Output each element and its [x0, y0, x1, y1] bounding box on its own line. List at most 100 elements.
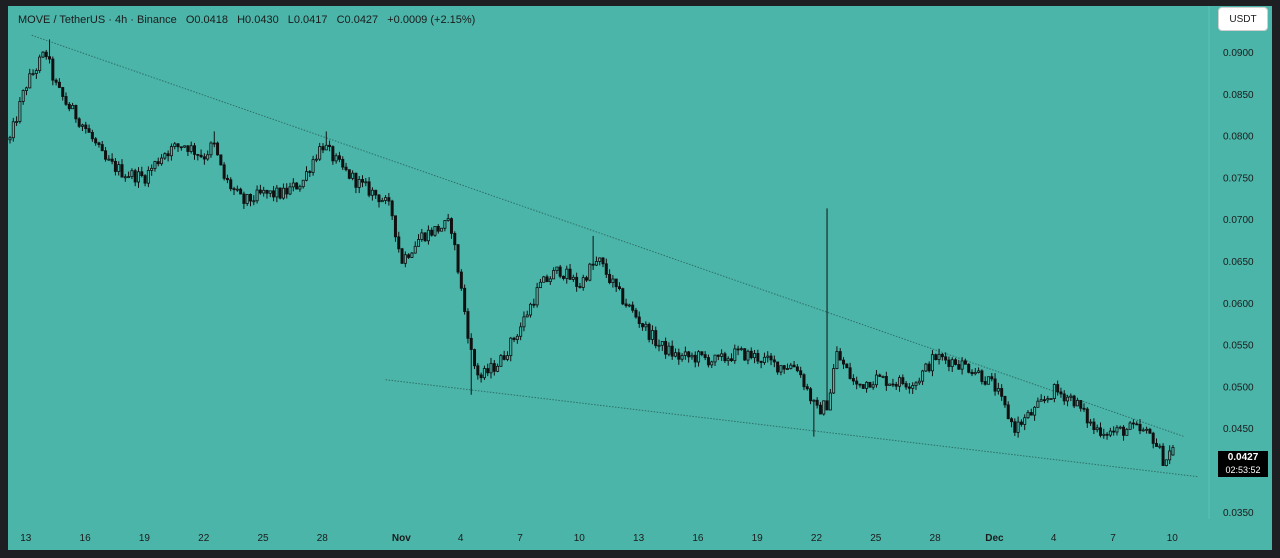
candle-body-down — [265, 189, 269, 194]
candle-body-down — [799, 370, 803, 376]
candle-body-up — [753, 353, 757, 359]
candle-body-down — [792, 364, 796, 368]
candle-body-up — [1145, 428, 1149, 431]
candle-body-down — [242, 193, 246, 204]
candle-body-down — [1072, 395, 1076, 407]
time-tick-label: 16 — [692, 533, 704, 544]
candle-body-up — [206, 154, 210, 160]
candle-body-up — [660, 341, 664, 346]
candle-body-down — [940, 353, 944, 358]
candle-body-up — [667, 345, 671, 355]
candle-body-up — [871, 384, 875, 388]
candle-body-up — [496, 365, 500, 372]
candle-body-up — [680, 355, 684, 360]
candle-body-up — [403, 254, 407, 264]
candle-body-down — [400, 248, 404, 264]
candle-body-down — [295, 182, 299, 190]
candle-body-up — [726, 358, 730, 362]
candle-body-down — [1148, 428, 1152, 434]
candle-body-down — [957, 364, 961, 370]
candle-body-up — [832, 368, 836, 394]
candle-body-up — [117, 164, 121, 172]
candle-body-down — [248, 194, 252, 202]
candle-body-up — [80, 124, 84, 127]
candle-body-down — [1019, 421, 1023, 425]
candle-body-up — [41, 51, 45, 58]
candle-body-up — [433, 226, 437, 236]
ohlc-open: O0.0418 — [185, 14, 229, 26]
time-tick-label: 22 — [198, 533, 210, 544]
candle-body-down — [861, 384, 865, 389]
candle-body-down — [1135, 423, 1139, 426]
candle-body-up — [917, 380, 921, 384]
time-tick-label: 4 — [1051, 533, 1057, 544]
candle-body-up — [657, 344, 661, 347]
candle-body-up — [515, 335, 519, 340]
candle-body-down — [156, 161, 160, 165]
candle-body-up — [822, 400, 826, 415]
candle-body-down — [341, 158, 345, 168]
candle-body-down — [308, 171, 312, 173]
candle-body-up — [163, 153, 167, 159]
chart-canvas[interactable]: 0.0900 0.0850 0.0800 0.0750 0.0700 0.0650 0.06… — [8, 6, 1272, 550]
candle-body-up — [189, 145, 193, 152]
candle-body-down — [328, 144, 332, 147]
candle-body-down — [884, 376, 888, 386]
candle-body-down — [87, 128, 91, 133]
candle-body-up — [1171, 447, 1175, 456]
candle-body-up — [937, 353, 941, 361]
candle-body-up — [571, 276, 575, 280]
candle-body-up — [34, 70, 38, 74]
candle-body-down — [94, 138, 98, 144]
candle-body-down — [407, 254, 411, 258]
candle-body-down — [585, 277, 589, 281]
candle-body-up — [127, 176, 131, 178]
candle-body-down — [934, 354, 938, 361]
price-tick-label: 0.0350 — [1223, 508, 1254, 519]
candle-body-down — [476, 365, 480, 376]
candle-body-up — [1033, 406, 1037, 416]
candle-body-up — [697, 351, 701, 363]
candle-body-down — [855, 380, 859, 385]
candle-body-down — [1082, 407, 1086, 410]
price-tick-label: 0.0600 — [1223, 299, 1254, 310]
candle-body-down — [390, 200, 394, 217]
candle-body-down — [1105, 433, 1109, 436]
candle-body-up — [542, 276, 546, 283]
candle-body-down — [944, 356, 948, 361]
candle-body-up — [950, 359, 954, 367]
candle-body-up — [1069, 395, 1073, 398]
candle-body-down — [614, 278, 618, 288]
candle-body-up — [489, 363, 493, 374]
candle-body-down — [331, 146, 335, 162]
symbol-name[interactable]: MOVE / TetherUS · 4h · Binance — [18, 14, 177, 26]
time-tick-label: 19 — [752, 533, 764, 544]
candle-body-up — [38, 56, 42, 71]
time-tick-label: 4 — [458, 533, 464, 544]
candles — [8, 39, 1175, 467]
candle-body-up — [581, 277, 585, 288]
candle-body-down — [77, 118, 81, 127]
candle-body-up — [18, 101, 22, 122]
candle-body-down — [894, 383, 898, 387]
candle-body-down — [337, 155, 341, 160]
currency-button[interactable]: USDT — [1219, 8, 1267, 30]
candle-body-down — [192, 145, 196, 155]
candle-body-down — [1079, 400, 1083, 409]
candle-body-down — [954, 359, 958, 365]
candle-body-up — [21, 90, 25, 102]
trendlines — [31, 34, 1199, 478]
candle-body-up — [930, 354, 934, 372]
candle-body-down — [706, 357, 710, 366]
candle-body-up — [973, 371, 977, 375]
candle-body-down — [677, 352, 681, 360]
candle-body-down — [532, 303, 536, 306]
candle-body-down — [456, 244, 460, 273]
candle-body-down — [1131, 422, 1135, 425]
candle-body-down — [202, 156, 206, 160]
candle-body-up — [268, 190, 272, 194]
candle-body-down — [143, 175, 147, 184]
candle-body-up — [107, 158, 111, 161]
candle-body-up — [1049, 398, 1053, 400]
candle-body-down — [133, 170, 137, 183]
